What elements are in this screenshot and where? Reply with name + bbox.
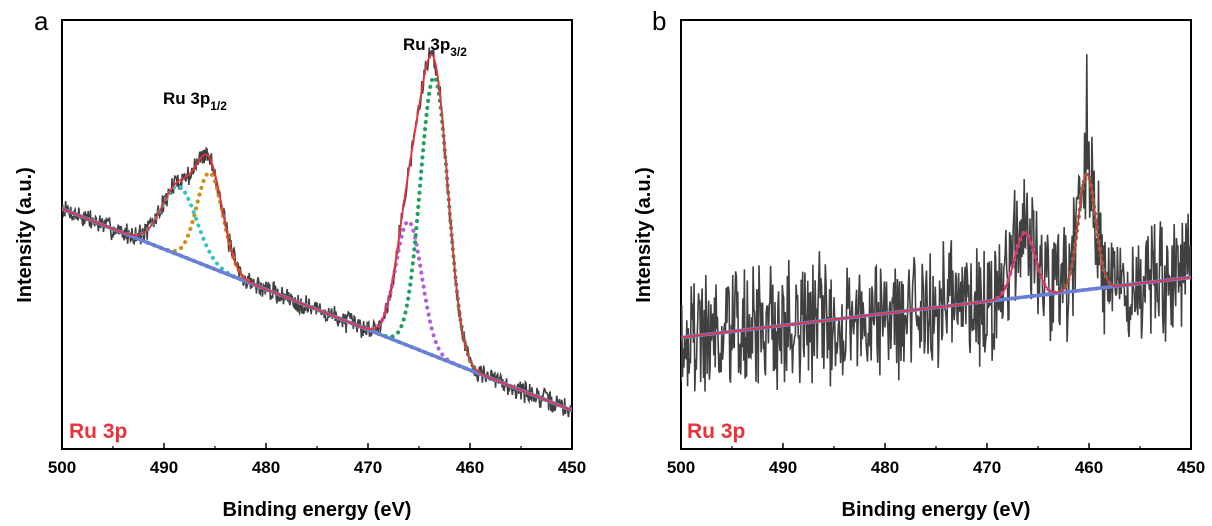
plot-content-b — [681, 54, 1191, 392]
peak-label-ru3p32-base: Ru 3p — [403, 35, 450, 54]
x-tick-label: 460 — [456, 458, 484, 477]
y-axis-title-b: Intensity (a.u.) — [633, 167, 655, 303]
plot-frame-b — [680, 19, 1192, 450]
peak-label-ru3p32: Ru 3p3/2 — [403, 35, 467, 59]
x-tick-label: 470 — [973, 458, 1001, 477]
panel-a: a 500 490 480 470 460 450 Ru 3p Ru 3p1/2 Ru 3… — [14, 6, 586, 521]
peak-label-ru3p12: Ru 3p1/2 — [163, 89, 227, 113]
x-ticks-a: 500 490 480 470 460 450 — [48, 443, 586, 477]
fit-component-4 — [62, 74, 572, 413]
x-tick-label: 450 — [1177, 458, 1205, 477]
x-tick-label: 490 — [150, 458, 178, 477]
panel-b: b 500 490 480 470 460 450 Ru 3p Binding energ… — [633, 6, 1205, 521]
peak-label-ru3p12-base: Ru 3p — [163, 89, 210, 108]
x-tick-label: 450 — [558, 458, 586, 477]
panel-letter-a: a — [34, 6, 49, 36]
x-axis-title-b: Binding energy (eV) — [842, 499, 1031, 521]
raw-spectrum-line — [681, 54, 1191, 392]
fit-envelope-line — [681, 172, 1191, 339]
x-tick-label: 500 — [48, 458, 76, 477]
x-tick-label: 480 — [871, 458, 899, 477]
peak-label-ru3p32-sub: 3/2 — [450, 45, 467, 59]
raw-spectrum-line — [62, 47, 572, 418]
panel-letter-b: b — [652, 6, 666, 36]
inset-label-a: Ru 3p — [69, 420, 127, 443]
x-ticks-b: 500 490 480 470 460 450 — [667, 443, 1205, 477]
y-axis-title-a: Intensity (a.u.) — [14, 167, 36, 303]
inset-label-b: Ru 3p — [687, 420, 745, 443]
fit-envelope-line — [62, 53, 572, 412]
x-axis-title-a: Binding energy (eV) — [223, 499, 412, 521]
x-tick-label: 480 — [252, 458, 280, 477]
peak-label-ru3p12-sub: 1/2 — [210, 99, 227, 113]
x-tick-label: 490 — [769, 458, 797, 477]
x-tick-label: 500 — [667, 458, 695, 477]
x-tick-label: 460 — [1075, 458, 1103, 477]
plot-content-a — [62, 47, 572, 418]
x-tick-label: 470 — [354, 458, 382, 477]
